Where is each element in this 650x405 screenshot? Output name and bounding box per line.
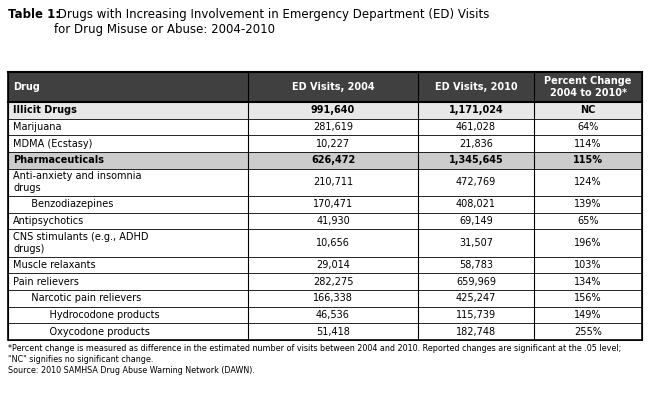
Text: Benzodiazepines: Benzodiazepines: [25, 199, 113, 209]
Text: Table 1:: Table 1:: [8, 8, 60, 21]
Text: 156%: 156%: [574, 293, 602, 303]
Text: 29,014: 29,014: [316, 260, 350, 270]
Text: 626,472: 626,472: [311, 155, 355, 165]
Text: 991,640: 991,640: [311, 105, 355, 115]
Text: 115%: 115%: [573, 155, 603, 165]
Text: 10,656: 10,656: [316, 238, 350, 248]
Text: Marijuana: Marijuana: [13, 122, 62, 132]
Text: 69,149: 69,149: [459, 216, 493, 226]
Text: 166,338: 166,338: [313, 293, 353, 303]
Text: Percent Change
2004 to 2010*: Percent Change 2004 to 2010*: [544, 76, 632, 98]
Text: Pharmaceuticals: Pharmaceuticals: [13, 155, 104, 165]
Bar: [8, 323, 642, 340]
Text: 182,748: 182,748: [456, 327, 496, 337]
Text: 103%: 103%: [574, 260, 602, 270]
Text: 425,247: 425,247: [456, 293, 496, 303]
Text: 64%: 64%: [577, 122, 599, 132]
Text: 21,836: 21,836: [459, 139, 493, 149]
Text: 65%: 65%: [577, 216, 599, 226]
Text: 139%: 139%: [574, 199, 602, 209]
Bar: [8, 119, 642, 135]
Text: ED Visits, 2004: ED Visits, 2004: [292, 82, 374, 92]
Text: 196%: 196%: [574, 238, 602, 248]
Text: 282,275: 282,275: [313, 277, 353, 287]
Bar: [8, 290, 642, 307]
Text: 41,930: 41,930: [316, 216, 350, 226]
Text: 58,783: 58,783: [459, 260, 493, 270]
Text: NC: NC: [580, 105, 595, 115]
Text: Antipsychotics: Antipsychotics: [13, 216, 84, 226]
Bar: [8, 196, 642, 213]
Text: Pain relievers: Pain relievers: [13, 277, 79, 287]
Text: Illicit Drugs: Illicit Drugs: [13, 105, 77, 115]
Text: 51,418: 51,418: [316, 327, 350, 337]
Text: Muscle relaxants: Muscle relaxants: [13, 260, 96, 270]
Text: *Percent change is measured as difference in the estimated number of visits betw: *Percent change is measured as differenc…: [8, 344, 621, 353]
Text: Source: 2010 SAMHSA Drug Abuse Warning Network (DAWN).: Source: 2010 SAMHSA Drug Abuse Warning N…: [8, 366, 255, 375]
Text: CNS stimulants (e.g., ADHD
drugs): CNS stimulants (e.g., ADHD drugs): [13, 232, 148, 254]
Text: 170,471: 170,471: [313, 199, 353, 209]
Bar: [8, 273, 642, 290]
Bar: [8, 72, 642, 102]
Bar: [8, 213, 642, 229]
Text: 659,969: 659,969: [456, 277, 496, 287]
Text: 134%: 134%: [574, 277, 602, 287]
Text: 255%: 255%: [574, 327, 602, 337]
Text: 10,227: 10,227: [316, 139, 350, 149]
Bar: [8, 102, 642, 119]
Text: "NC" signifies no significant change.: "NC" signifies no significant change.: [8, 355, 153, 364]
Text: 124%: 124%: [574, 177, 602, 187]
Text: 210,711: 210,711: [313, 177, 353, 187]
Bar: [8, 229, 642, 257]
Text: 281,619: 281,619: [313, 122, 353, 132]
Bar: [8, 168, 642, 196]
Text: Drug: Drug: [13, 82, 40, 92]
Text: 1,345,645: 1,345,645: [448, 155, 503, 165]
Text: 114%: 114%: [574, 139, 602, 149]
Text: 31,507: 31,507: [459, 238, 493, 248]
Text: 149%: 149%: [574, 310, 602, 320]
Text: Anti-anxiety and insomnia
drugs: Anti-anxiety and insomnia drugs: [13, 171, 142, 193]
Bar: [8, 72, 642, 340]
Text: 472,769: 472,769: [456, 177, 496, 187]
Text: 408,021: 408,021: [456, 199, 496, 209]
Text: MDMA (Ecstasy): MDMA (Ecstasy): [13, 139, 92, 149]
Text: Narcotic pain relievers: Narcotic pain relievers: [25, 293, 141, 303]
Bar: [8, 152, 642, 168]
Text: 115,739: 115,739: [456, 310, 496, 320]
Text: 1,171,024: 1,171,024: [448, 105, 503, 115]
Text: 46,536: 46,536: [316, 310, 350, 320]
Text: ED Visits, 2010: ED Visits, 2010: [435, 82, 517, 92]
Text: Drugs with Increasing Involvement in Emergency Department (ED) Visits
for Drug M: Drugs with Increasing Involvement in Eme…: [54, 8, 489, 36]
Text: 461,028: 461,028: [456, 122, 496, 132]
Bar: [8, 307, 642, 323]
Text: Oxycodone products: Oxycodone products: [37, 327, 150, 337]
Bar: [8, 257, 642, 273]
Bar: [8, 135, 642, 152]
Text: Hydrocodone products: Hydrocodone products: [37, 310, 160, 320]
